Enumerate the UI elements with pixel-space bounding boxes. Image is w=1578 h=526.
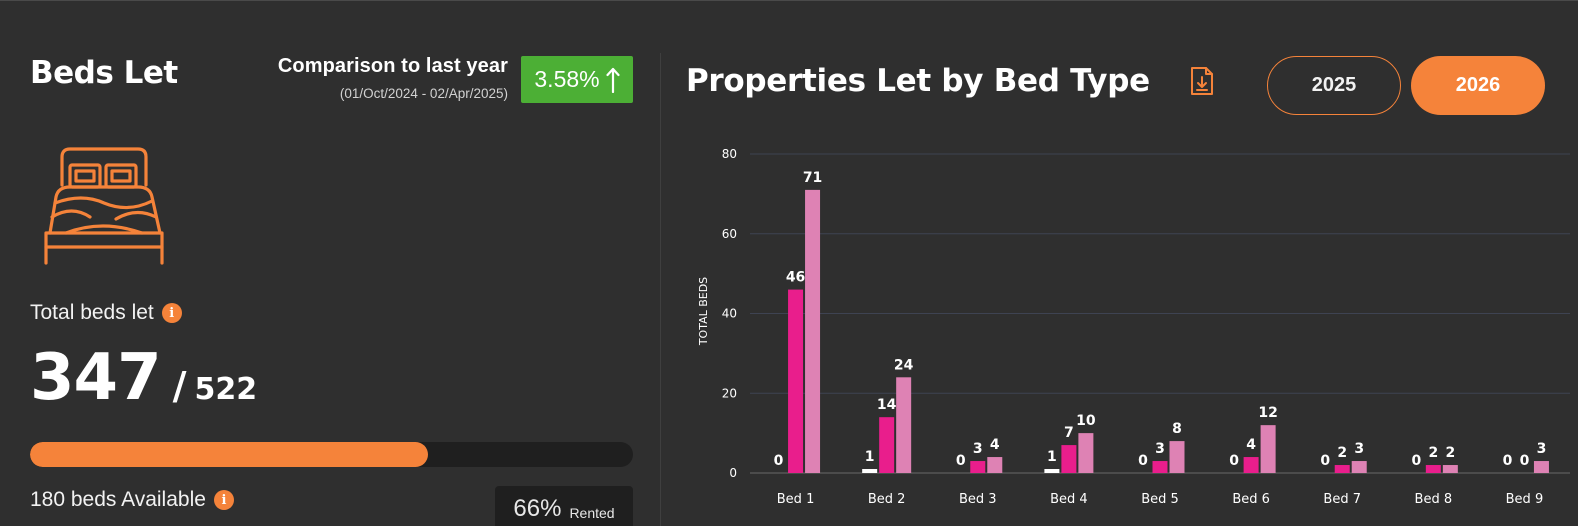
total-label-text: Total beds let (30, 301, 154, 324)
change-value: 3.58% (534, 66, 600, 92)
bar[interactable] (1533, 461, 1549, 473)
arrow-up-icon (606, 67, 620, 93)
beds-count: 347 / 522 (30, 341, 257, 415)
data-label: 0 (774, 453, 784, 469)
beds-let-title: Beds Let (30, 55, 178, 91)
data-label: 0 (1320, 453, 1330, 469)
year-2026-button[interactable]: 2026 (1411, 56, 1545, 115)
count-separator: / (172, 364, 187, 408)
data-label: 2 (1428, 445, 1438, 461)
data-label: 10 (1076, 413, 1096, 429)
bar[interactable] (896, 377, 912, 473)
x-tick-label: Bed 5 (1141, 492, 1179, 507)
data-label: 0 (1229, 453, 1239, 469)
data-label: 46 (786, 270, 805, 286)
x-tick-label: Bed 4 (1050, 492, 1088, 507)
available-label-text: 180 beds Available (30, 488, 206, 511)
data-label: 3 (1155, 441, 1165, 457)
x-tick-label: Bed 2 (868, 492, 906, 507)
download-icon[interactable] (1189, 65, 1215, 97)
bar[interactable] (970, 461, 986, 473)
bed-icon (44, 147, 164, 265)
data-label: 0 (956, 453, 966, 469)
data-label: 7 (1064, 425, 1074, 441)
bar[interactable] (1260, 425, 1276, 473)
bar[interactable] (879, 417, 895, 473)
total-beds-let-label: Total beds let i (30, 301, 182, 325)
y-tick-label: 40 (722, 307, 737, 321)
bar[interactable] (1044, 469, 1060, 473)
data-label: 8 (1172, 421, 1182, 437)
bar[interactable] (1078, 433, 1094, 473)
bar[interactable] (1152, 461, 1168, 473)
beds-let-count: 347 (30, 341, 162, 415)
comparison-label: Comparison to last year (277, 55, 508, 77)
rented-summary: 66% Rented (495, 486, 633, 526)
rented-label: Rented (569, 504, 615, 521)
data-label: 14 (877, 397, 897, 413)
bar[interactable] (1334, 465, 1350, 473)
x-tick-label: Bed 6 (1232, 492, 1270, 507)
data-label: 0 (1520, 453, 1530, 469)
rented-progress-fill (30, 442, 428, 467)
data-label: 4 (990, 437, 1000, 453)
properties-panel: Properties Let by Bed Type 2025 2026 0 20… (661, 1, 1578, 526)
bar[interactable] (1351, 461, 1367, 473)
data-label: 3 (1354, 441, 1364, 457)
beds-total-count: 522 (194, 372, 258, 407)
info-icon[interactable]: i (161, 303, 182, 323)
x-tick-label: Bed 1 (777, 492, 815, 507)
properties-title: Properties Let by Bed Type (686, 63, 1150, 99)
bar[interactable] (788, 289, 804, 473)
data-label: 1 (1047, 449, 1057, 465)
data-label: 1 (865, 449, 875, 465)
y-tick-label: 80 (722, 147, 737, 161)
data-label: 4 (1246, 437, 1256, 453)
x-tick-label: Bed 7 (1323, 492, 1361, 507)
y-tick-label: 0 (729, 466, 737, 480)
beds-available-label: 180 beds Available i (30, 488, 234, 512)
bar[interactable] (1169, 441, 1185, 473)
bar[interactable] (1243, 457, 1259, 473)
beds-let-panel: Beds Let Comparison to last year (01/Oct… (0, 1, 660, 526)
x-tick-label: Bed 8 (1415, 492, 1453, 507)
bar[interactable] (1061, 445, 1077, 473)
y-tick-label: 20 (722, 386, 737, 400)
bar[interactable] (1425, 465, 1441, 473)
panel-divider (660, 53, 661, 526)
rented-progress-bar (30, 442, 633, 467)
bar[interactable] (1442, 465, 1458, 473)
data-label: 0 (1138, 453, 1148, 469)
data-label: 2 (1337, 445, 1347, 461)
comparison-range: (01/Oct/2024 - 02/Apr/2025) (339, 86, 508, 101)
data-label: 2 (1445, 445, 1455, 461)
y-axis-label: TOTAL BEDS (697, 277, 710, 346)
info-icon[interactable]: i (213, 490, 234, 510)
data-label: 12 (1258, 405, 1277, 421)
x-tick-label: Bed 3 (959, 492, 997, 507)
data-label: 0 (1503, 453, 1513, 469)
year-2025-button[interactable]: 2025 (1267, 56, 1401, 115)
bar[interactable] (805, 189, 821, 473)
data-label: 3 (973, 441, 983, 457)
x-tick-label: Bed 9 (1506, 492, 1544, 507)
data-label: 24 (894, 357, 914, 373)
change-badge: 3.58% (521, 56, 633, 103)
y-tick-label: 60 (722, 227, 737, 241)
bar[interactable] (862, 469, 878, 473)
bar[interactable] (987, 457, 1003, 473)
data-label: 3 (1537, 441, 1547, 457)
data-label: 71 (803, 170, 822, 186)
rented-percent: 66% (513, 494, 562, 522)
data-label: 0 (1411, 453, 1421, 469)
